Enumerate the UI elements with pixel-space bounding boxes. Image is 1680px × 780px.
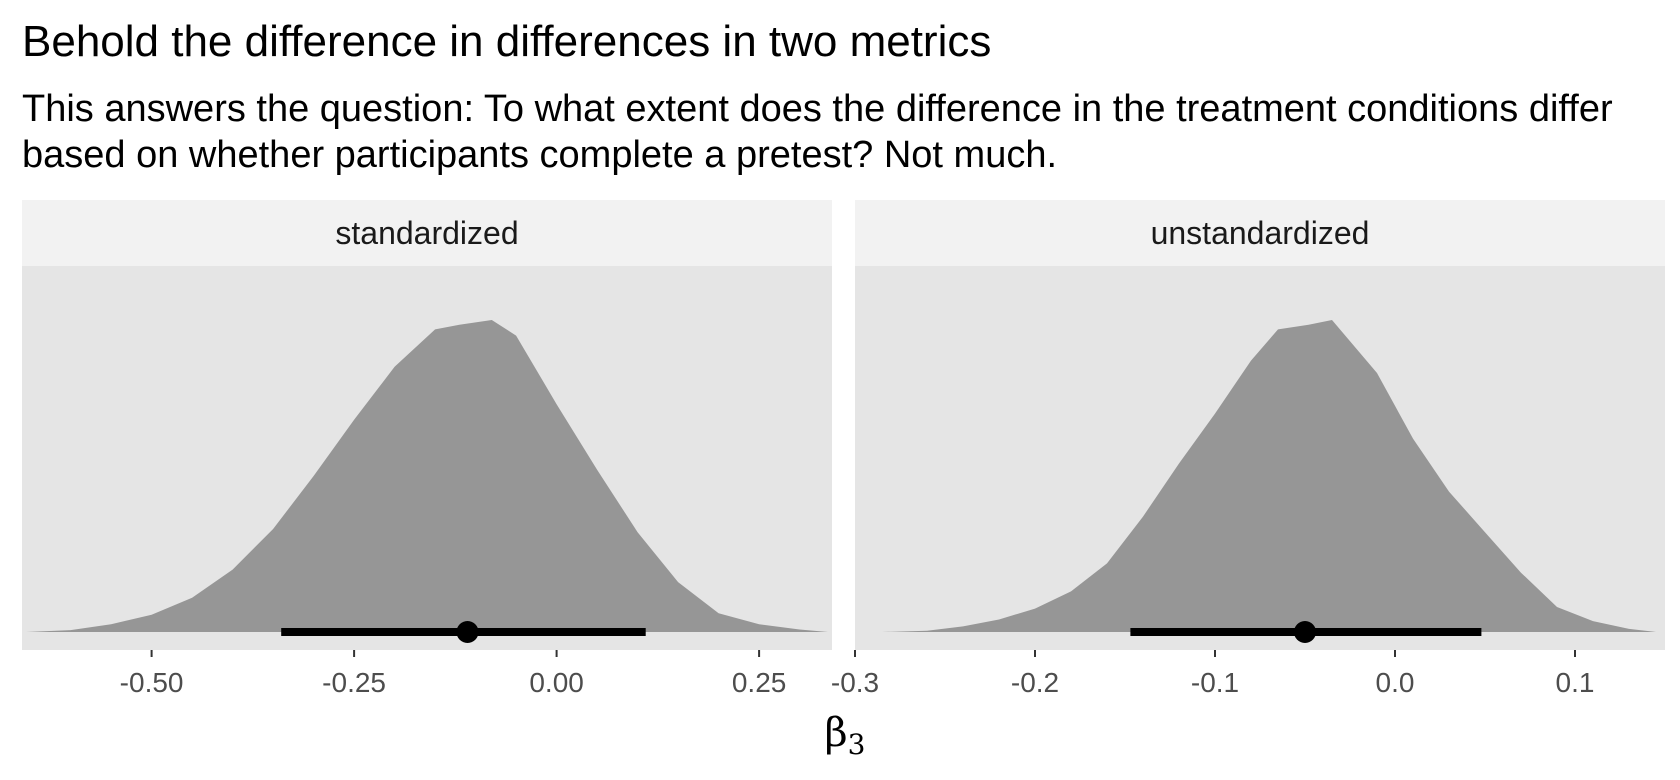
density-area xyxy=(26,320,829,632)
chart-subtitle: This answers the question: To what exten… xyxy=(22,88,1613,176)
x-axis-title: β3 xyxy=(825,710,866,761)
point-estimate xyxy=(1294,621,1316,643)
x-tick-label: -0.1 xyxy=(1191,667,1239,698)
facet-strip xyxy=(22,200,832,266)
chart-title: Behold the difference in differences in … xyxy=(22,17,992,66)
facet-unstandardized: unstandardized -0.3 -0.2 -0.1 0.0 0.1 xyxy=(831,200,1665,698)
x-tick-label: -0.25 xyxy=(322,667,386,698)
x-tick-label: -0.2 xyxy=(1011,667,1059,698)
x-tick-label: 0.1 xyxy=(1556,667,1595,698)
point-estimate xyxy=(456,621,479,643)
facet-strip xyxy=(855,200,1665,266)
x-axis-symbol: β xyxy=(825,710,848,756)
x-tick-label: 0.00 xyxy=(529,667,584,698)
facet-strip-label: standardized xyxy=(335,215,518,251)
density-area xyxy=(882,320,1656,632)
x-tick-label: 0.0 xyxy=(1376,667,1415,698)
x-tick-label: -0.3 xyxy=(831,667,879,698)
x-tick-label: -0.50 xyxy=(120,667,184,698)
facet-standardized: standardized -0.50 -0.25 0.00 0.25 xyxy=(22,200,832,698)
x-tick-label: 0.25 xyxy=(732,667,787,698)
x-axis-subscript: 3 xyxy=(848,728,866,761)
facet-strip-label: unstandardized xyxy=(1151,215,1370,251)
